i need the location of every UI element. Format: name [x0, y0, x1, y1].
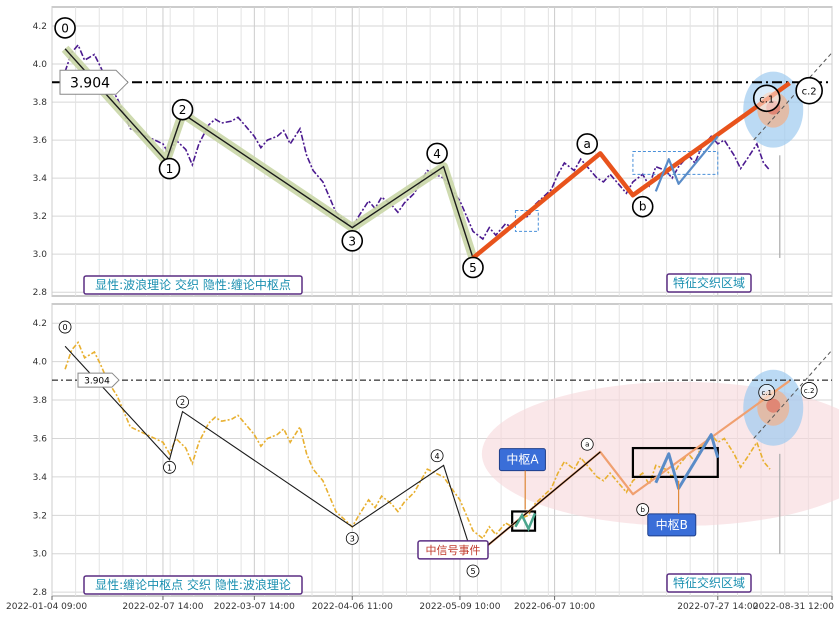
y-tick-label: 3.2	[33, 212, 47, 222]
interweave-zone-text: 特征交织区域	[673, 275, 745, 290]
abc-label-circle	[636, 503, 650, 516]
wave-label-circle	[341, 230, 364, 252]
abc-label-circle	[795, 76, 823, 105]
abc-label: b	[639, 200, 647, 214]
zhongshu-b-text: 中枢B	[656, 517, 688, 532]
wave-label: 3	[350, 534, 355, 543]
wave-label-circle	[163, 460, 176, 474]
abc-label-circle	[580, 437, 594, 451]
wave-label: 3	[348, 234, 356, 248]
wave-label-circle	[58, 320, 72, 334]
x-axis: 2022-01-04 09:00 2022-02-07 14:00 2022-03-…	[6, 596, 834, 612]
x-tick-label: 2022-05-09 10:00	[419, 602, 500, 612]
inner-segment	[654, 135, 719, 192]
abc-label: a	[584, 137, 591, 151]
y-tick-label: 3.4	[33, 174, 48, 184]
wave-label: 4	[435, 452, 440, 461]
legend-box	[83, 575, 303, 595]
y-tick-label: 4.0	[33, 358, 48, 368]
signal-event-box	[417, 540, 489, 560]
y-tick-label: 4.2	[33, 319, 47, 329]
wave-label-circle	[426, 142, 448, 165]
wave-label-circle	[176, 395, 189, 409]
wave-label-circle	[466, 564, 480, 578]
wave-label-circle	[462, 256, 484, 279]
zhongshu-b-tag	[647, 513, 697, 537]
abc-label-circle	[800, 382, 818, 399]
wave-line	[64, 345, 474, 558]
y-tick-label: 2.8	[33, 288, 48, 298]
wave-label-circle	[171, 98, 194, 121]
interweave-zone-text: 特征交织区域	[673, 575, 745, 590]
wave-label: 5	[469, 261, 477, 275]
x-tick-label: 2022-02-07 14:00	[122, 602, 203, 612]
abc-label: b	[640, 506, 645, 514]
wave-label: 5	[470, 567, 475, 576]
y-tick-label: 3.6	[33, 434, 48, 444]
red-zone-inner	[766, 398, 781, 413]
abc-label: c.2	[802, 87, 817, 98]
abc-label: c.1	[761, 389, 772, 397]
wave-label: 2	[179, 103, 187, 117]
wave-label: 0	[63, 323, 68, 332]
price-line	[64, 340, 771, 540]
abc-outline	[472, 451, 601, 559]
abc-label-circle	[576, 133, 599, 155]
abc-label: c.1	[759, 94, 774, 105]
wave-line	[64, 48, 474, 259]
x-tick-label: 2022-03-07 14:00	[214, 602, 295, 612]
legend-text: 显性:波浪理论 交织 隐性:缠论中枢点	[95, 277, 291, 292]
bottom-panel: 2.8 3.0 3.2 3.4 3.6 3.8 4.0 4.2 0 1 2 3 4 5 a b c.1 c.2 3.…	[33, 303, 839, 598]
y-tick-label: 3.0	[33, 550, 48, 560]
reference-value-box	[59, 69, 129, 95]
interweave-zone-callout	[666, 573, 752, 593]
x-tick-label: 2022-08-31 12:00	[753, 602, 834, 612]
abc-label: c.2	[804, 387, 815, 395]
top-panel: 2.8 3.0 3.2 3.4 3.6 3.8 4.0 4.2 0 1 2 3 4 5 a b c.1 c.2 3.…	[33, 6, 833, 298]
x-tick-label: 2022-04-06 11:00	[312, 602, 393, 612]
zhongshu-a-tag	[498, 448, 546, 472]
wave-label-circle	[430, 449, 444, 463]
x-tick-label: 2022-07-27 14:00	[677, 602, 758, 612]
wave-label: 4	[433, 147, 441, 161]
legend-box	[83, 275, 303, 295]
interweave-zone-callout	[666, 273, 752, 293]
y-tick-label: 3.8	[33, 98, 48, 108]
wave-label: 2	[180, 398, 185, 407]
abc-label-circle	[758, 383, 776, 401]
wave-label-circle	[345, 531, 359, 545]
abc-label-circle	[752, 84, 781, 113]
trend-dashed-line	[753, 349, 833, 439]
reference-value-label: 3.904	[84, 377, 110, 387]
y-tick-label: 4.0	[33, 60, 48, 70]
signal-event-text: 中信号事件	[426, 544, 481, 557]
zhongshu-box-a	[511, 510, 537, 532]
zhongshu-a-text: 中枢A	[506, 452, 539, 467]
wave-label-circle	[54, 17, 76, 39]
y-tick-label: 2.8	[33, 588, 48, 598]
reference-value-box	[77, 372, 120, 388]
y-tick-label: 3.2	[33, 511, 47, 521]
y-tick-label: 3.0	[33, 250, 48, 260]
inner-segment	[514, 512, 537, 532]
abc-label-circle	[631, 195, 654, 218]
y-tick-label: 3.4	[33, 473, 48, 483]
wave-label-circle	[158, 157, 181, 180]
wave-label: 1	[166, 162, 174, 176]
x-tick-label: 2022-01-04 09:00	[6, 602, 87, 612]
y-tick-label: 4.2	[33, 22, 47, 32]
y-tick-label: 3.8	[33, 396, 48, 406]
x-tick-label: 2022-06-07 10:00	[514, 602, 595, 612]
wave-label: 1	[167, 463, 172, 472]
wave-label: 0	[61, 21, 69, 35]
abc-label: a	[585, 441, 589, 449]
y-tick-label: 3.6	[33, 136, 48, 146]
abc-line	[471, 81, 791, 260]
legend-text: 显性:缠论中枢点 交织 隐性:波浪理论	[95, 577, 291, 592]
trend-dashed-line	[753, 52, 833, 141]
reference-value-label: 3.904	[70, 75, 110, 91]
